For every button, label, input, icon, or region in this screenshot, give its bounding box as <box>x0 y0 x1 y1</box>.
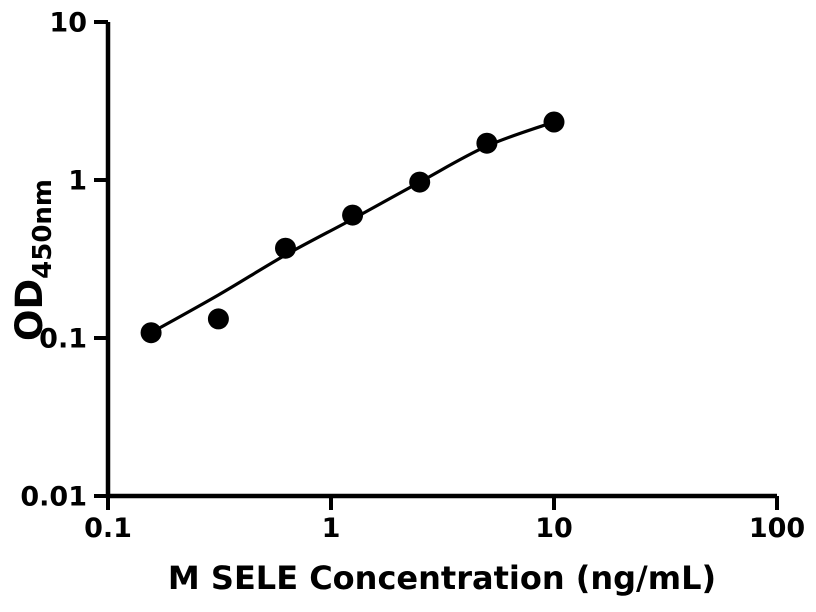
y-axis-title: OD450nm <box>8 179 58 341</box>
y-axis-title-subscript: 450nm <box>28 179 58 279</box>
y-tick-label: 0.01 <box>20 481 87 512</box>
x-tick-label: 0.1 <box>84 513 132 544</box>
x-axis-title: M SELE Concentration (ng/mL) <box>168 559 716 597</box>
data-point-marker <box>275 237 296 259</box>
data-point-marker <box>342 204 364 226</box>
y-axis-title-main: OD <box>8 279 51 341</box>
axis-spines <box>105 22 777 499</box>
data-point-marker <box>140 322 162 344</box>
data-points <box>140 111 565 344</box>
data-point-marker <box>476 132 498 154</box>
y-tick-label: 1 <box>68 165 87 196</box>
fit-curve-line <box>149 120 556 335</box>
y-axis-ticks: 10 1 0.1 0.01 <box>20 7 108 512</box>
x-axis-ticks: 0.1 1 10 100 <box>84 496 805 544</box>
y-tick-label: 10 <box>49 7 87 38</box>
y-tick-label: 0.1 <box>39 323 87 354</box>
x-tick-label: 10 <box>535 513 573 544</box>
x-tick-label: 100 <box>749 513 805 544</box>
data-point-marker <box>409 171 431 193</box>
data-point-marker <box>543 111 565 133</box>
x-tick-label: 1 <box>322 513 341 544</box>
data-point-marker <box>207 308 229 330</box>
